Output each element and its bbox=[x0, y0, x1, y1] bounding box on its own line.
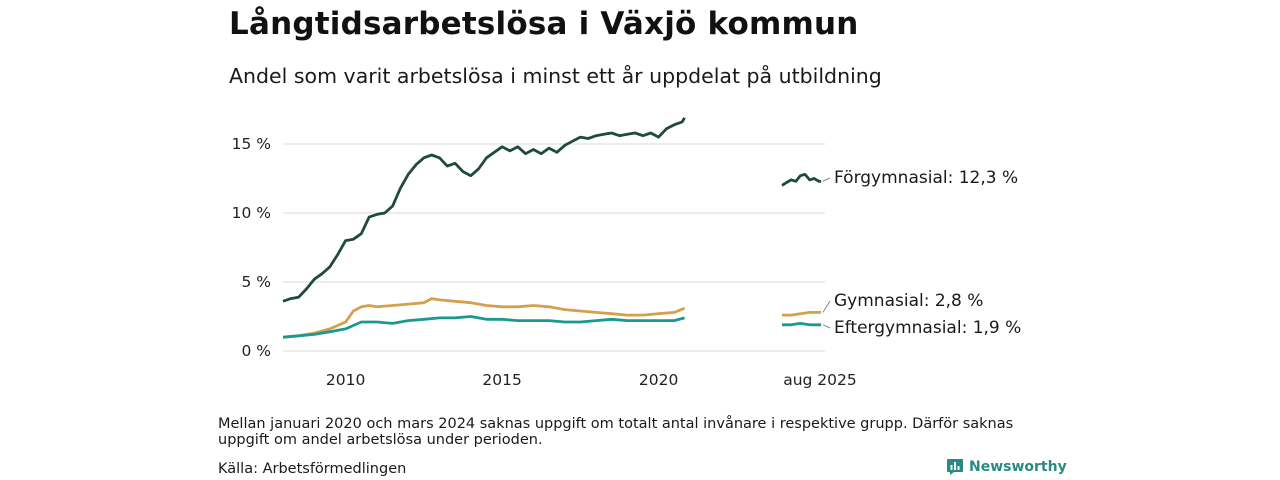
series-label-gymnasial: Gymnasial: 2,8 % bbox=[834, 291, 983, 311]
x-axis-ticks: 2010 2015 2020 aug 2025 bbox=[326, 371, 857, 389]
series-line-förgymnasial bbox=[282, 117, 686, 303]
y-axis-ticks: 0 % 5 % 10 % 15 % bbox=[232, 135, 271, 360]
series-label-förgymnasial: Förgymnasial: 12,3 % bbox=[834, 168, 1018, 188]
series-lines bbox=[282, 117, 822, 339]
brand-name: Newsworthy bbox=[969, 459, 1067, 475]
y-tick-label: 5 % bbox=[241, 273, 271, 291]
series-line-recent-gymnasial bbox=[782, 310, 822, 317]
series-line-recent-förgymnasial bbox=[781, 172, 822, 187]
label-connector bbox=[822, 300, 831, 313]
chart-subtitle: Andel som varit arbetslösa i minst ett å… bbox=[229, 64, 882, 88]
newsworthy-logo[interactable]: Newsworthy bbox=[946, 458, 1067, 476]
y-tick-label: 0 % bbox=[241, 342, 271, 360]
series-label-eftergymnasial: Eftergymnasial: 1,9 % bbox=[834, 318, 1021, 338]
series-line-gymnasial bbox=[282, 297, 686, 339]
label-connector bbox=[822, 324, 831, 329]
x-tick-label: 2010 bbox=[326, 371, 365, 389]
chart-title: Långtidsarbetslösa i Växjö kommun bbox=[229, 6, 859, 42]
footnote: Mellan januari 2020 och mars 2024 saknas… bbox=[218, 416, 1014, 448]
label-connector bbox=[822, 177, 831, 182]
series-labels: Förgymnasial: 12,3 % Gymnasial: 2,8 % Efte… bbox=[822, 168, 1021, 338]
series-line-eftergymnasial bbox=[282, 315, 685, 339]
gridlines bbox=[283, 143, 825, 352]
x-tick-label: 2015 bbox=[482, 371, 521, 389]
y-tick-label: 15 % bbox=[232, 135, 271, 153]
x-tick-label: aug 2025 bbox=[783, 371, 857, 389]
y-tick-label: 10 % bbox=[232, 204, 271, 222]
line-chart: 0 % 5 % 10 % 15 % 2010 2015 2020 aug 2025 Förg… bbox=[232, 117, 1021, 389]
bar-chart-icon bbox=[947, 459, 963, 475]
series-line-recent-eftergymnasial bbox=[782, 321, 822, 327]
source-text: Källa: Arbetsförmedlingen bbox=[218, 461, 407, 477]
x-tick-label: 2020 bbox=[639, 371, 678, 389]
